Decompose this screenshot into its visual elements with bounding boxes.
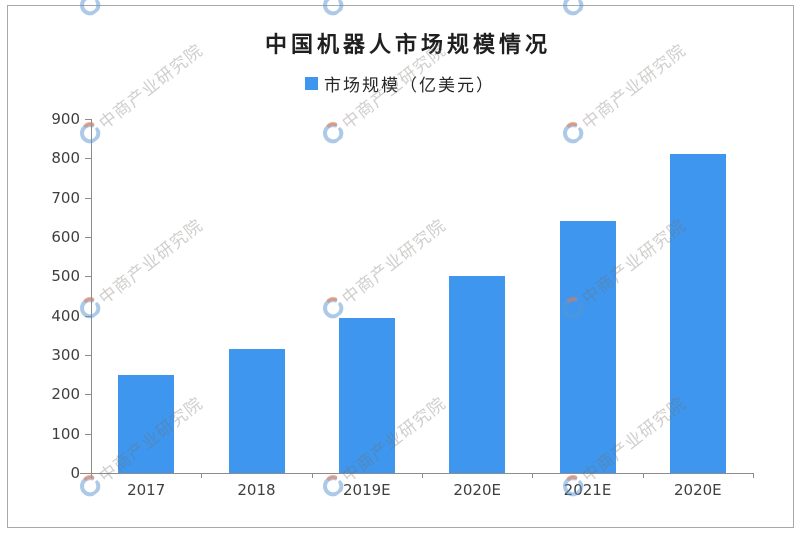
y-axis-tick-label: 900 xyxy=(51,110,80,128)
y-axis-line xyxy=(91,119,92,474)
x-axis-category-label: 2018 xyxy=(237,481,276,499)
y-axis-tick xyxy=(85,158,91,160)
x-axis-tick xyxy=(642,473,644,478)
legend: 市场规模（亿美元） xyxy=(0,71,800,96)
x-axis-tick xyxy=(201,473,203,478)
y-axis-tick-label: 700 xyxy=(51,188,80,207)
legend-swatch xyxy=(305,77,318,90)
y-axis-tick-label: 500 xyxy=(51,267,80,286)
y-axis-tick-label: 400 xyxy=(51,306,80,325)
x-axis-tick xyxy=(311,473,313,478)
bar-2021E xyxy=(559,221,616,473)
x-axis-tick xyxy=(532,473,534,478)
y-axis-tick-label: 800 xyxy=(51,149,80,168)
x-axis-tick xyxy=(91,473,92,478)
y-axis-tick-label: 100 xyxy=(51,424,80,443)
y-axis-tick xyxy=(85,237,91,238)
y-axis-tick xyxy=(85,315,91,317)
y-axis-tick xyxy=(85,433,91,435)
x-axis-category-label: 2020E xyxy=(673,481,722,499)
y-axis-tick xyxy=(85,473,91,474)
y-axis-tick xyxy=(85,276,91,278)
bar-2018 xyxy=(228,349,285,473)
bar-2017 xyxy=(118,374,175,473)
chart-title: 中国机器人市场规模情况 xyxy=(264,33,551,58)
x-axis-tick xyxy=(422,473,423,478)
x-axis-category-label: 2019E xyxy=(342,481,391,499)
y-axis-tick-label: 0 xyxy=(70,464,80,482)
y-axis-tick-label: 600 xyxy=(51,228,80,246)
bar-2020E xyxy=(669,154,726,473)
x-axis-category-label: 2020E xyxy=(453,481,501,499)
x-axis-category-label: 2021E xyxy=(563,481,612,499)
y-axis-tick xyxy=(85,355,91,356)
bar-2020E xyxy=(449,276,506,473)
y-axis-tick xyxy=(85,394,91,396)
y-axis-tick-label: 300 xyxy=(51,346,80,364)
x-axis-line xyxy=(80,473,754,474)
x-axis-category-label: 2017 xyxy=(127,481,166,499)
x-axis-tick xyxy=(753,473,754,478)
y-axis-tick xyxy=(85,197,91,199)
y-axis-tick-label: 200 xyxy=(51,385,80,404)
bar-2019E xyxy=(338,317,395,473)
y-axis-tick xyxy=(85,119,91,120)
legend-label: 市场规模（亿美元） xyxy=(324,76,495,96)
